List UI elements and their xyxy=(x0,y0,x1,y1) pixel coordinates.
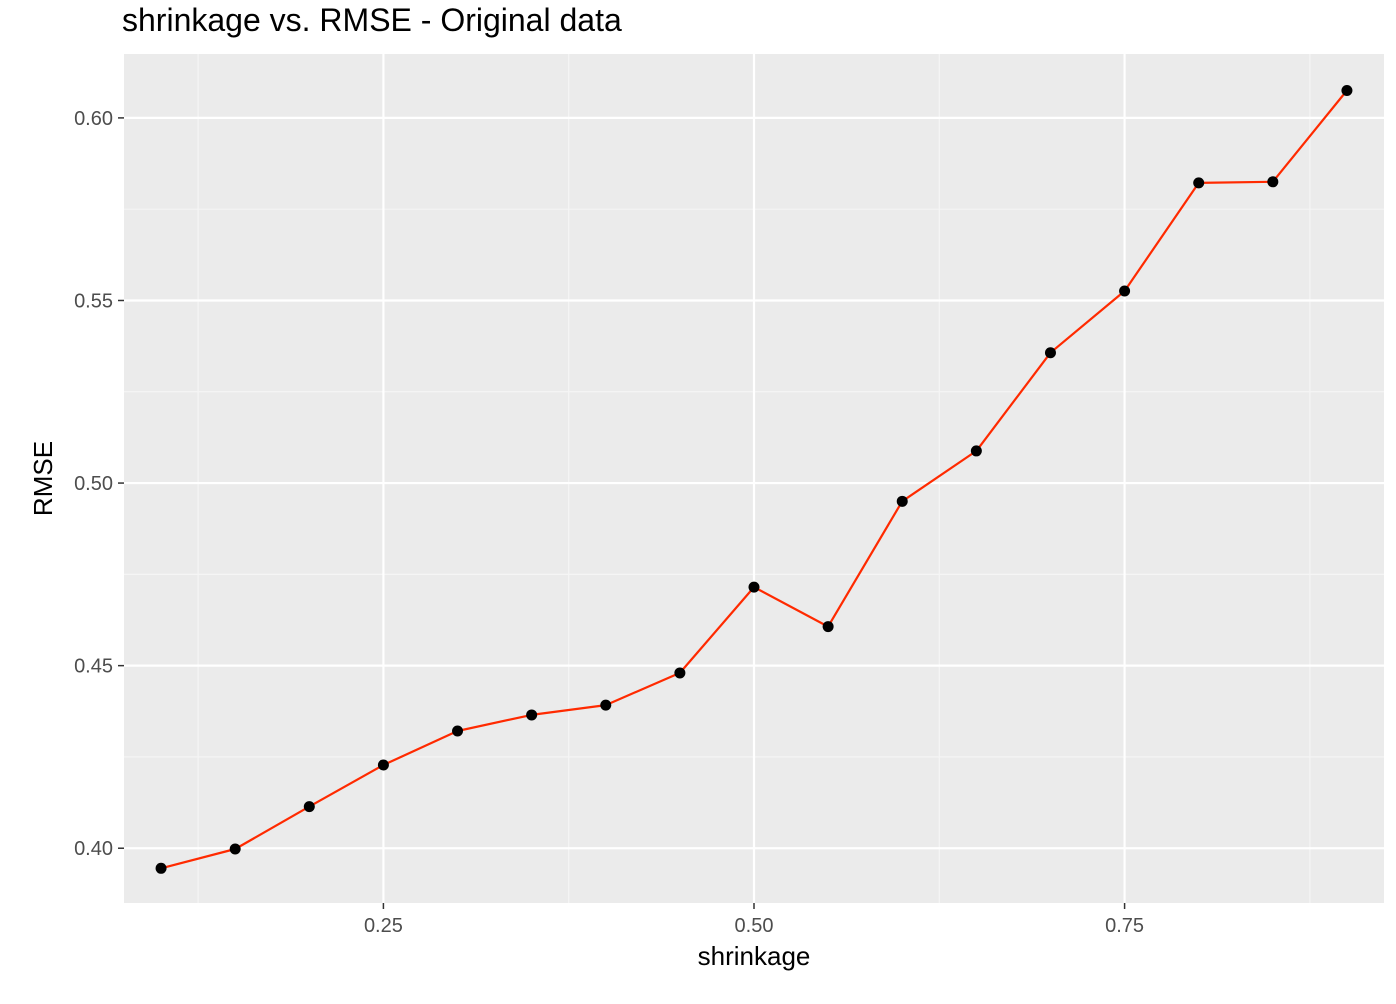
data-point xyxy=(1193,177,1205,189)
data-point xyxy=(1044,347,1056,359)
data-point xyxy=(229,843,241,855)
axis-ticks xyxy=(118,117,1126,909)
data-point xyxy=(748,581,760,593)
y-tick-label: 0.55 xyxy=(74,290,113,312)
data-point xyxy=(1119,285,1131,297)
x-tick-labels: 0.25 0.50 0.75 xyxy=(364,915,1144,937)
data-point xyxy=(303,801,315,813)
data-point xyxy=(377,759,389,771)
data-point xyxy=(452,725,464,737)
y-tick-label: 0.45 xyxy=(74,656,113,678)
y-axis-title: RMSE xyxy=(28,441,58,516)
data-point xyxy=(822,621,834,633)
y-tick-label: 0.40 xyxy=(74,838,113,860)
data-point xyxy=(674,667,686,679)
series-points xyxy=(155,85,1353,874)
x-tick-label: 0.75 xyxy=(1105,915,1144,937)
y-tick-label: 0.50 xyxy=(74,473,113,495)
data-point xyxy=(526,709,538,721)
x-axis-title: shrinkage xyxy=(698,941,811,971)
y-tick-labels: 0.40 0.45 0.50 0.55 0.60 xyxy=(74,108,113,860)
data-point xyxy=(896,495,908,507)
x-tick-label: 0.25 xyxy=(364,915,403,937)
data-point xyxy=(970,445,982,457)
data-point xyxy=(600,699,612,711)
data-point xyxy=(1341,85,1353,97)
data-point xyxy=(155,862,167,874)
x-tick-label: 0.50 xyxy=(735,915,774,937)
chart-title: shrinkage vs. RMSE - Original data xyxy=(122,2,622,38)
data-point xyxy=(1267,176,1279,188)
y-tick-label: 0.60 xyxy=(74,108,113,130)
